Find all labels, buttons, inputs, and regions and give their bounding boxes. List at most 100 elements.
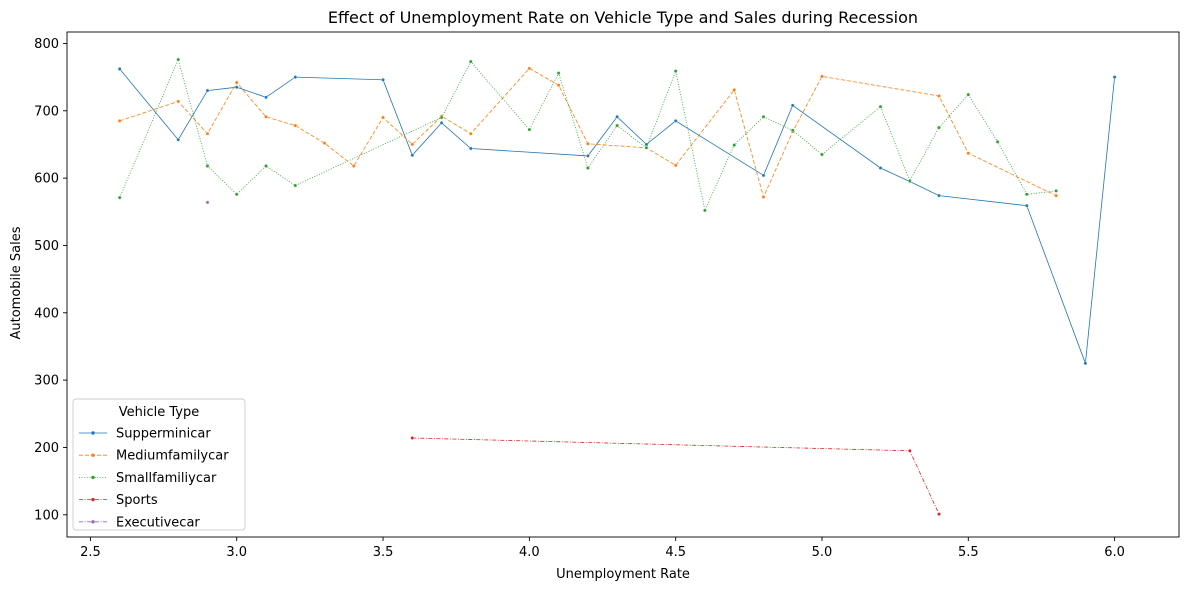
legend-label: Sports: [116, 493, 158, 508]
data-point: [468, 131, 473, 136]
data-point: [878, 104, 883, 109]
data-point: [878, 166, 883, 170]
data-point: [556, 83, 561, 88]
y-tick-label: 800: [34, 37, 59, 52]
x-tick-label: 3.5: [373, 545, 394, 560]
data-point: [615, 123, 619, 128]
data-point: [205, 88, 210, 93]
data-point: [761, 195, 766, 199]
y-tick-label: 100: [34, 508, 59, 523]
data-point: [1112, 75, 1117, 80]
data-point: [176, 99, 181, 104]
data-point: [644, 145, 649, 150]
data-point: [790, 103, 795, 108]
legend-marker: [91, 475, 95, 480]
data-point: [586, 141, 590, 146]
data-point: [264, 114, 268, 119]
y-tick-label: 300: [34, 374, 59, 389]
data-point: [790, 128, 795, 133]
y-axis-label: Automobile Sales: [9, 226, 24, 339]
series-smallfamiliycar: [117, 57, 1059, 213]
data-point: [381, 115, 385, 120]
data-point: [732, 88, 737, 92]
legend-marker: [91, 520, 95, 524]
data-point: [176, 137, 181, 142]
data-point: [1083, 361, 1088, 366]
chart-title: Effect of Unemployment Rate on Vehicle T…: [328, 8, 918, 27]
legend-marker: [91, 431, 95, 435]
data-point: [234, 85, 239, 90]
legend-marker: [91, 453, 95, 457]
x-tick-label: 5.5: [958, 545, 979, 560]
series-mediumfamilycar: [117, 66, 1059, 199]
data-point: [820, 74, 824, 79]
data-point: [673, 69, 678, 74]
data-point: [410, 153, 415, 158]
legend-title: Vehicle Type: [119, 405, 199, 420]
x-tick-label: 3.0: [226, 545, 247, 560]
data-point: [468, 59, 473, 64]
data-point: [293, 75, 298, 80]
data-point: [117, 195, 122, 200]
x-tick-label: 2.5: [80, 545, 101, 560]
data-point: [937, 94, 941, 98]
data-point: [907, 178, 912, 183]
y-tick-label: 400: [34, 306, 59, 321]
plot-area: 2.5 3.0 3.5 4.0 4.5 5.0 5.5 6.0 100 200 300 400 500 6…: [34, 31, 1180, 560]
data-point: [205, 164, 210, 168]
data-point: [615, 114, 619, 119]
data-point: [205, 131, 210, 136]
data-point: [176, 57, 181, 62]
data-point: [117, 67, 122, 71]
series-line: [119, 68, 1115, 364]
legend-label: Supperminicar: [116, 427, 211, 442]
series-sports: [410, 436, 941, 516]
data-point: [1024, 192, 1029, 197]
legend: Vehicle Type Supperminicar Mediumfamilycar…: [72, 398, 246, 531]
legend-label: Mediumfamilycar: [116, 449, 229, 464]
data-point: [1024, 203, 1029, 208]
data-point: [410, 436, 415, 440]
y-tick-label: 500: [34, 239, 59, 254]
data-point: [293, 123, 298, 128]
legend-box: [72, 398, 246, 531]
data-point: [937, 125, 941, 130]
data-point: [264, 164, 268, 168]
x-axis-label: Unemployment Rate: [556, 567, 690, 582]
data-point: [322, 141, 327, 146]
data-point: [966, 151, 971, 156]
data-point: [293, 183, 298, 188]
data-point: [761, 173, 766, 178]
legend-label: Smallfamiliycar: [116, 471, 217, 486]
data-point: [381, 77, 385, 82]
data-point: [820, 152, 824, 157]
data-point: [937, 512, 941, 516]
y-tick-label: 700: [34, 104, 59, 119]
x-tick-label: 5.0: [812, 545, 833, 560]
plot-frame: [66, 31, 1180, 538]
data-point: [937, 193, 941, 198]
data-point: [351, 164, 356, 168]
data-point: [205, 200, 210, 205]
legend-marker: [91, 497, 95, 502]
data-point: [673, 163, 678, 168]
x-tick-label: 4.0: [519, 545, 540, 560]
data-point: [995, 139, 1000, 144]
x-tick-label: 4.5: [665, 545, 686, 560]
series-line: [119, 58, 1057, 212]
data-point: [1054, 193, 1059, 198]
data-point: [556, 71, 561, 76]
data-point: [234, 192, 239, 197]
data-point: [527, 66, 532, 71]
data-point: [117, 119, 122, 123]
data-point: [907, 448, 912, 453]
data-point: [966, 92, 971, 97]
series-line: [412, 437, 940, 515]
y-tick-label: 600: [34, 172, 59, 187]
data-point: [264, 95, 268, 100]
data-point: [586, 166, 590, 170]
series-line: [119, 67, 1057, 199]
data-point: [439, 121, 444, 125]
data-point: [703, 208, 707, 213]
